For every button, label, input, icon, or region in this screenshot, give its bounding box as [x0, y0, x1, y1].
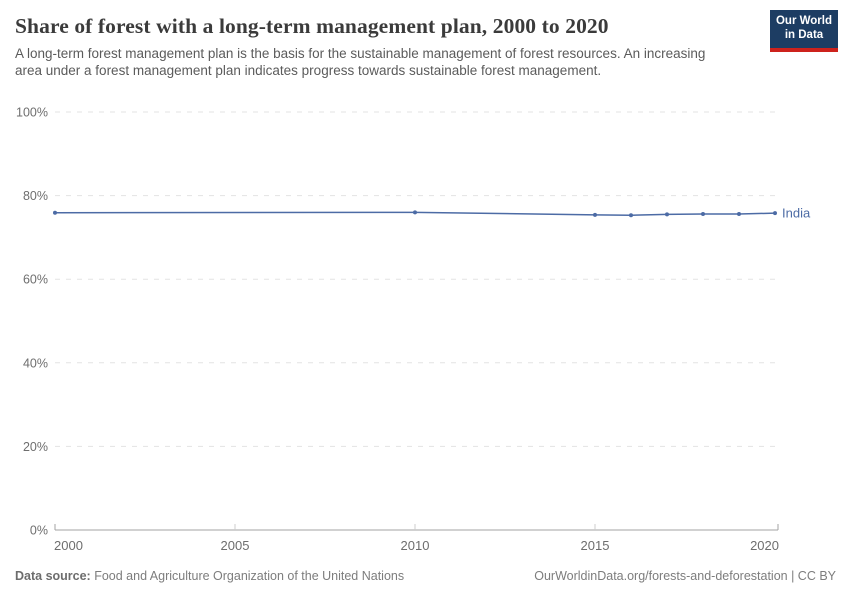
data-point[interactable] — [737, 211, 741, 216]
chart-subtitle: A long-term forest management plan is th… — [15, 46, 706, 78]
y-axis-label: 0% — [30, 524, 48, 538]
x-axis-label: 2000 — [54, 538, 83, 553]
data-source-label: Data source: — [15, 569, 91, 583]
data-source-value: Food and Agriculture Organization of the… — [90, 569, 405, 583]
data-point[interactable] — [413, 210, 417, 215]
data-point[interactable] — [773, 211, 777, 216]
attribution-link[interactable]: OurWorldinData.org/forests-and-deforesta… — [534, 569, 836, 583]
x-axis-label: 2020 — [750, 538, 779, 553]
data-point[interactable] — [701, 211, 705, 216]
y-axis-label: 100% — [16, 106, 48, 120]
y-axis-label: 80% — [23, 189, 48, 203]
y-axis-label: 20% — [23, 440, 48, 454]
data-point[interactable] — [53, 210, 57, 215]
owid-logo-line2: in Data — [784, 29, 824, 41]
x-axis-label: 2015 — [581, 538, 610, 553]
x-axis-label: 2010 — [401, 538, 430, 553]
data-source-note: Data source: Food and Agriculture Organi… — [15, 569, 404, 583]
data-point[interactable] — [629, 213, 633, 218]
owid-logo-line1: Our World — [775, 15, 832, 28]
data-point[interactable] — [593, 212, 597, 217]
chart-title: Share of forest with a long-term managem… — [15, 14, 609, 38]
y-axis-label: 60% — [23, 273, 48, 287]
data-point[interactable] — [665, 212, 669, 217]
chart-header: Share of forest with a long-term managem… — [15, 14, 835, 80]
chart-footer: Data source: Food and Agriculture Organi… — [15, 569, 836, 583]
x-axis-label: 2005 — [221, 538, 250, 553]
series-label[interactable]: India — [782, 206, 811, 221]
y-axis-label: 40% — [23, 356, 48, 370]
data-line[interactable] — [54, 211, 776, 216]
owid-logo[interactable]: Our World in Data — [770, 10, 838, 52]
